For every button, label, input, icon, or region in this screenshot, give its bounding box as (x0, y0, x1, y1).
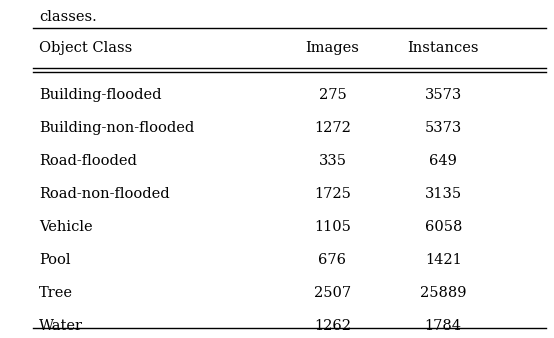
Text: 1105: 1105 (314, 220, 351, 234)
Text: 1262: 1262 (314, 319, 351, 333)
Text: 3135: 3135 (424, 187, 462, 201)
Text: 3573: 3573 (424, 88, 462, 102)
Text: Water: Water (39, 319, 83, 333)
Text: Building-flooded: Building-flooded (39, 88, 161, 102)
Text: 1784: 1784 (425, 319, 461, 333)
Text: Road-non-flooded: Road-non-flooded (39, 187, 170, 201)
Text: 2507: 2507 (314, 286, 351, 300)
Text: Pool: Pool (39, 253, 70, 267)
Text: Instances: Instances (407, 41, 479, 55)
Text: Road-flooded: Road-flooded (39, 154, 137, 168)
Text: 335: 335 (319, 154, 346, 168)
Text: 275: 275 (319, 88, 346, 102)
Text: Images: Images (305, 41, 360, 55)
Text: Tree: Tree (39, 286, 73, 300)
Text: 1725: 1725 (314, 187, 351, 201)
Text: classes.: classes. (39, 10, 96, 24)
Text: 649: 649 (429, 154, 457, 168)
Text: 5373: 5373 (424, 121, 462, 135)
Text: 25889: 25889 (420, 286, 466, 300)
Text: Object Class: Object Class (39, 41, 132, 55)
Text: Vehicle: Vehicle (39, 220, 93, 234)
Text: Building-non-flooded: Building-non-flooded (39, 121, 194, 135)
Text: 1421: 1421 (425, 253, 461, 267)
Text: 676: 676 (319, 253, 346, 267)
Text: 1272: 1272 (314, 121, 351, 135)
Text: 6058: 6058 (424, 220, 462, 234)
